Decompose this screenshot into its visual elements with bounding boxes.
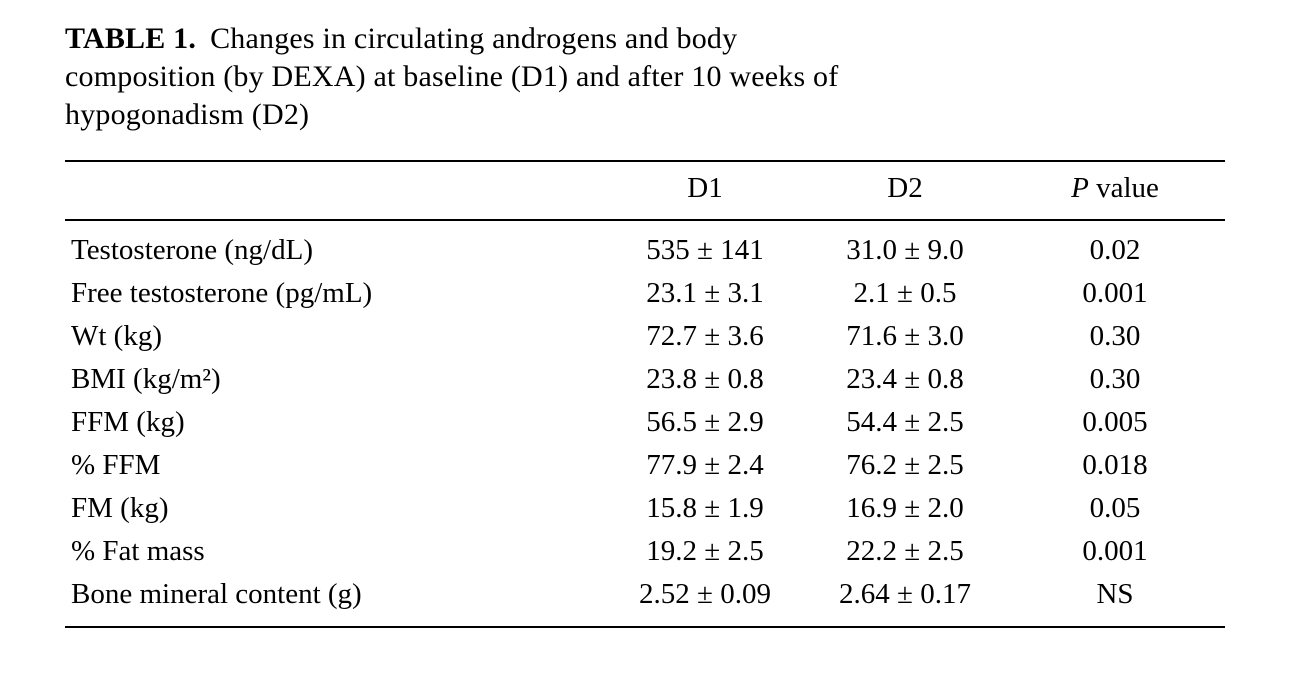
d2-value: 71.6 ± 3.0 [846, 320, 964, 352]
table-caption: TABLE 1. Changes in circulating androgens… [65, 20, 1225, 134]
row-label: FFM (kg) [71, 406, 185, 438]
table-block: TABLE 1. Changes in circulating androgens… [65, 20, 1225, 628]
caption-line-2: composition (by DEXA) at baseline (D1) a… [65, 60, 839, 93]
d1-value: 23.1 ± 3.1 [646, 277, 764, 309]
pvalue-rest: value [1088, 172, 1159, 204]
empty-header-cell [65, 161, 605, 220]
d2-value: 22.2 ± 2.5 [846, 535, 964, 567]
column-header-pvalue: P value [1005, 161, 1225, 220]
p-value: 0.005 [1082, 406, 1148, 438]
d2-value: 31.0 ± 9.0 [846, 234, 964, 266]
p-value: 0.001 [1082, 277, 1148, 309]
p-value: 0.018 [1082, 449, 1148, 481]
column-header-d1: D1 [687, 172, 723, 204]
row-label: BMI (kg/m²) [71, 363, 221, 395]
d2-value: 2.64 ± 0.17 [839, 578, 971, 610]
d2-value: 16.9 ± 2.0 [846, 492, 964, 524]
d1-value: 77.9 ± 2.4 [646, 449, 764, 481]
pvalue-italic-p: P [1071, 172, 1089, 204]
p-value: NS [1096, 578, 1134, 610]
row-label: FM (kg) [71, 492, 169, 524]
d1-value: 56.5 ± 2.9 [646, 406, 764, 438]
d1-value: 15.8 ± 1.9 [646, 492, 764, 524]
d1-value: 535 ± 141 [646, 234, 764, 266]
d1-value: 19.2 ± 2.5 [646, 535, 764, 567]
row-label: Testosterone (ng/dL) [71, 234, 313, 266]
p-value: 0.05 [1089, 492, 1141, 524]
d2-value: 2.1 ± 0.5 [853, 277, 957, 309]
table-row: Free testosterone (pg/mL) 23.1 ± 3.1 2.1… [65, 272, 1225, 315]
p-value: 0.30 [1089, 320, 1141, 352]
caption-line-3: hypogonadism (D2) [65, 98, 310, 131]
column-header-d2: D2 [887, 172, 923, 204]
table-body: Testosterone (ng/dL) 535 ± 141 31.0 ± 9.… [65, 220, 1225, 627]
caption-line-1: TABLE 1. Changes in circulating androgens… [65, 20, 1225, 58]
row-label: % Fat mass [71, 535, 205, 567]
caption-text-1: Changes in circulating androgens and bod… [210, 22, 738, 55]
table-row: FFM (kg) 56.5 ± 2.9 54.4 ± 2.5 0.005 [65, 401, 1225, 444]
header-row: D1 D2 P value [65, 161, 1225, 220]
d2-value: 76.2 ± 2.5 [846, 449, 964, 481]
p-value: 0.30 [1089, 363, 1141, 395]
table-row: Wt (kg) 72.7 ± 3.6 71.6 ± 3.0 0.30 [65, 315, 1225, 358]
table-header: D1 D2 P value [65, 161, 1225, 220]
row-label: Wt (kg) [71, 320, 162, 352]
table-number: TABLE 1. [65, 22, 197, 55]
table-row: Testosterone (ng/dL) 535 ± 141 31.0 ± 9.… [65, 220, 1225, 272]
d2-value: 54.4 ± 2.5 [846, 406, 964, 438]
table-row: Bone mineral content (g) 2.52 ± 0.09 2.6… [65, 573, 1225, 627]
row-label: Bone mineral content (g) [71, 578, 362, 610]
table-row: BMI (kg/m²) 23.8 ± 0.8 23.4 ± 0.8 0.30 [65, 358, 1225, 401]
results-table: D1 D2 P value Testosterone (ng/dL) 535 ±… [65, 160, 1225, 628]
table-row: % Fat mass 19.2 ± 2.5 22.2 ± 2.5 0.001 [65, 530, 1225, 573]
row-label: Free testosterone (pg/mL) [71, 277, 373, 309]
row-label: % FFM [71, 449, 161, 481]
table-row: FM (kg) 15.8 ± 1.9 16.9 ± 2.0 0.05 [65, 487, 1225, 530]
d1-value: 72.7 ± 3.6 [646, 320, 764, 352]
table-row: % FFM 77.9 ± 2.4 76.2 ± 2.5 0.018 [65, 444, 1225, 487]
d2-value: 23.4 ± 0.8 [846, 363, 964, 395]
p-value: 0.001 [1082, 535, 1148, 567]
p-value: 0.02 [1089, 234, 1141, 266]
d1-value: 2.52 ± 0.09 [639, 578, 771, 610]
d1-value: 23.8 ± 0.8 [646, 363, 764, 395]
